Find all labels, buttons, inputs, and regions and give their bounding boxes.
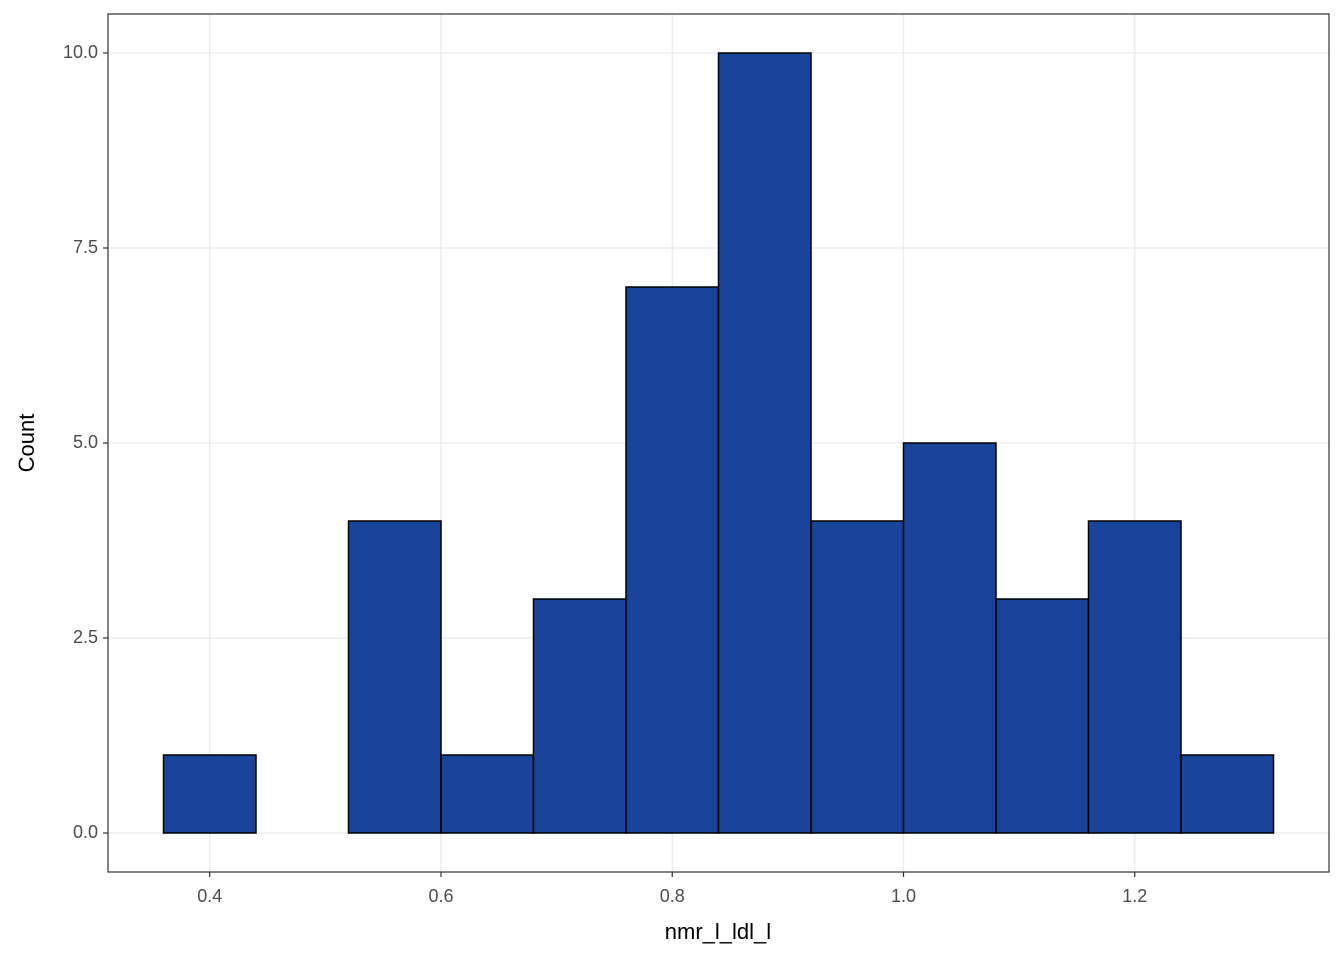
bar xyxy=(532,598,627,834)
x-tick-label: 1.2 xyxy=(1122,886,1147,906)
bar xyxy=(1087,520,1182,834)
bar xyxy=(1180,754,1275,834)
ticks: 0.0 2.5 5.0 7.5 10.0 0.4 0.6 0.8 1.0 1.2 xyxy=(63,42,1147,906)
bar xyxy=(347,520,442,834)
bar xyxy=(995,598,1090,834)
bars xyxy=(162,52,1275,834)
y-tick-label: 2.5 xyxy=(73,627,98,647)
y-tick-label: 7.5 xyxy=(73,237,98,257)
x-tick-label: 0.4 xyxy=(197,886,222,906)
bar xyxy=(162,754,257,834)
x-tick-label: 0.8 xyxy=(660,886,685,906)
x-tick-label: 0.6 xyxy=(428,886,453,906)
x-tick-label: 1.0 xyxy=(891,886,916,906)
bar xyxy=(440,754,535,834)
bar xyxy=(810,520,905,834)
y-tick-label: 5.0 xyxy=(73,432,98,452)
bar xyxy=(717,52,812,834)
y-axis-title: Count xyxy=(14,414,39,473)
bar xyxy=(902,442,997,834)
bar xyxy=(625,286,720,834)
x-axis-title: nmr_l_ldl_l xyxy=(665,919,771,944)
y-tick-label: 10.0 xyxy=(63,42,98,62)
y-tick-label: 0.0 xyxy=(73,822,98,842)
